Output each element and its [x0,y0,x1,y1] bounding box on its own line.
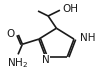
Text: OH: OH [62,4,78,14]
Text: NH: NH [80,33,95,43]
Text: N: N [42,55,49,65]
Text: O: O [6,29,14,39]
Text: NH$_2$: NH$_2$ [7,56,28,70]
